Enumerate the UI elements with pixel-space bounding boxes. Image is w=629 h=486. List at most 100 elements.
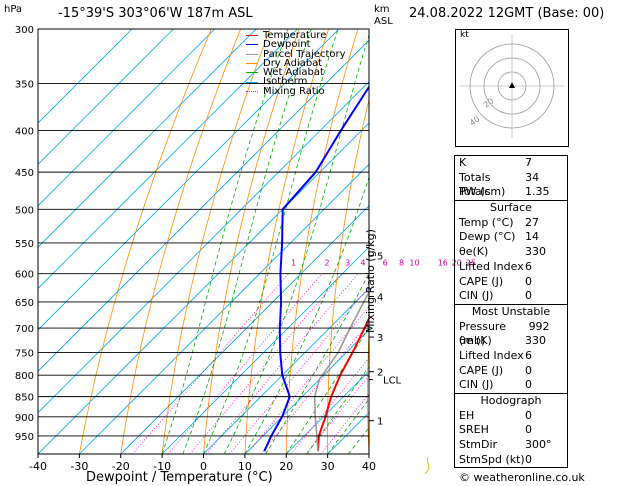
table-row: CIN (J) 0 [459, 289, 532, 303]
height-tick-label: 3 [377, 333, 383, 344]
pressure-tick-label: 400 [15, 127, 34, 138]
hodograph-ring-label: 20 [482, 96, 496, 109]
isotherm-line [38, 122, 369, 454]
isotherm-line [161, 246, 369, 454]
lcl-label: LCL [383, 376, 402, 387]
isotherm-line [38, 81, 369, 414]
mixing-ratio-line [320, 393, 369, 454]
section-title: Most Unstable [471, 304, 551, 318]
legend-item: Mixing Ratio [246, 86, 346, 96]
isotherm-line [38, 29, 174, 165]
table-row: CAPE (J) 0 [459, 363, 532, 377]
isotherm-line [38, 29, 257, 248]
legend-swatch [246, 53, 258, 55]
pressure-tick-label: 300 [15, 25, 34, 36]
legend-item: Dry Adiabat [246, 57, 346, 69]
height-unit-label: km ASL [374, 4, 393, 27]
pressure-unit-label: hPa [4, 4, 23, 15]
pressure-tick-label: 850 [15, 393, 34, 404]
mixing-ratio-tick-label: 16 [438, 259, 448, 268]
legend-item: Parcel Trajectory [246, 48, 346, 60]
x-tick-label: 10 [238, 460, 252, 473]
section-title: Hodograph [480, 394, 542, 407]
isotherm-line [244, 329, 369, 454]
mixing-ratio-tick-label: 20 [452, 259, 462, 268]
x-tick-label: -20 [112, 460, 130, 473]
dry-adiabat-line [79, 29, 212, 454]
hodograph-unit-label: kt [460, 30, 469, 40]
mixing-ratio-tick-label: 8 [399, 259, 404, 268]
legend-label: Dewpoint [263, 39, 311, 51]
table-row: Lifted Index 6 [459, 259, 532, 273]
mixing-ratio-axis-label: Mixing Ratio (g/kg) [364, 229, 377, 333]
table-row: θe (K) 330 [459, 334, 546, 348]
legend-label: Isotherm [263, 76, 308, 88]
dry-adiabat-line [367, 325, 369, 454]
hodograph-plot: 20 40 [460, 34, 564, 138]
pressure-tick-label: 550 [15, 239, 34, 250]
isotherm-line [79, 163, 369, 454]
legend-item: Wet Adiabat [246, 67, 346, 79]
wind-profile-mark [424, 456, 430, 475]
x-tick-label: 0 [200, 460, 207, 473]
pressure-tick-label: 600 [15, 270, 34, 281]
legend-label: Dry Adiabat [263, 57, 323, 69]
legend-item: Isotherm [246, 76, 346, 88]
x-tick-label: -40 [29, 460, 47, 473]
x-tick-label: 40 [362, 460, 376, 473]
height-tick-label: 5 [377, 252, 383, 263]
forecast-datetime: 24.08.2022 12GMT (Base: 00) [409, 6, 605, 21]
station-info: -15°39'S 303°06'W 187m ASL [58, 6, 253, 21]
legend-label: Parcel Trajectory [263, 48, 346, 60]
isotherm-line [38, 29, 340, 331]
legend-swatch [246, 35, 258, 37]
pressure-tick-label: 500 [15, 205, 34, 216]
height-tick-label: 2 [377, 368, 383, 379]
mixing-ratio-tick-label: 25 [466, 259, 476, 268]
dry-adiabat-line [120, 29, 241, 454]
table-row: CAPE (J) 0 [459, 274, 532, 288]
table-row: Totals Totals 34 [459, 170, 540, 199]
legend-swatch [246, 90, 258, 92]
isotherm-line [38, 29, 216, 207]
legend-swatch [246, 44, 258, 46]
wet-adiabat-line [182, 29, 312, 454]
table-row: CIN (J) 0 [459, 378, 532, 392]
height-tick-label: 1 [377, 417, 383, 428]
table-row: θe(K) 330 [459, 245, 546, 259]
mixing-ratio-tick-label: 1 [291, 259, 296, 268]
isotherm-line [38, 29, 133, 124]
mixing-ratio-tick-label: 4 [360, 259, 365, 268]
table-row: Lifted Index 6 [459, 348, 532, 362]
table-row: StmDir 300° [459, 438, 552, 452]
dry-adiabat-line [584, 29, 617, 454]
mixing-ratio-tick-label: 3 [345, 259, 350, 268]
credit-text: © weatheronline.co.uk [459, 471, 585, 484]
isotherm-line [120, 205, 369, 454]
mixing-ratio-tick-label: 2 [324, 259, 329, 268]
legend-swatch [246, 72, 258, 74]
mixing-ratio-tick-label: 10 [409, 259, 419, 268]
x-tick-label: -10 [153, 460, 171, 473]
x-axis-label: Dewpoint / Temperature (°C) [86, 470, 273, 485]
storm-motion-marker [509, 82, 515, 88]
mixing-ratio-line [132, 273, 289, 454]
table-row: Dewp (°C) 14 [459, 230, 539, 244]
hodograph-section: Hodograph EH 0 SREH 0 StmDir 300° StmSpd (k… [454, 394, 568, 469]
wet-adiabat-line [161, 29, 289, 454]
legend-label: Temperature [263, 30, 327, 41]
hodograph-ring-label: 40 [468, 114, 482, 127]
table-row: SREH 0 [459, 423, 532, 437]
legend-label: Wet Adiabat [263, 67, 324, 79]
legend-item: Dewpoint [246, 39, 346, 51]
dry-adiabat-line [406, 29, 446, 454]
table-row: Pressure (mb) 992 [459, 319, 550, 348]
pressure-tick-label: 950 [15, 432, 34, 443]
surface-section: Surface Temp (°C) 27 Dewp (°C) 14 θe(K) 330… [454, 201, 568, 305]
section-title: Surface [490, 201, 532, 215]
table-row: PW (cm) 1.35 [459, 185, 550, 199]
x-tick-label: 30 [321, 460, 335, 473]
